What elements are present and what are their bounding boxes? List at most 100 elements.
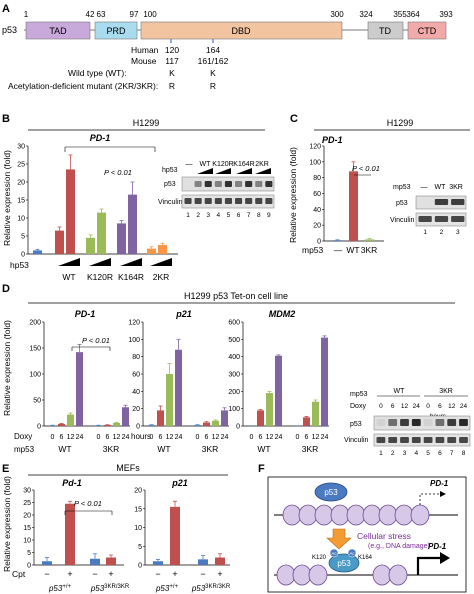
time-point-label: 12 <box>401 403 409 410</box>
panel-d-doxy: Doxy <box>14 432 32 441</box>
lane-number: 3 <box>206 212 210 219</box>
blot-b-group-2kr: 2KR <box>255 161 269 168</box>
gene-label-bottom: PD-1 <box>428 542 447 551</box>
bar <box>147 248 156 254</box>
panel-e-genotype-wt-1: p53+/+ <box>48 584 72 593</box>
vinculin-band <box>376 437 386 443</box>
y-tick-label: 20 <box>134 488 142 495</box>
chart-d-mdm2: 0 100 200 300 400 500 600 <box>228 320 329 431</box>
time-point-label: 0 <box>250 434 254 441</box>
cpt-sign: − <box>200 569 205 579</box>
row-wt-v2: K <box>210 68 216 78</box>
blot-c-row-p53: p53 <box>396 200 408 207</box>
panel-c-cell-line: H1299 <box>387 118 414 128</box>
blot-c-row-vinculin: Vinculin <box>390 217 414 224</box>
row-wt-label: Wild type (WT): <box>68 68 127 78</box>
bar <box>212 420 219 426</box>
wedge-k164r <box>120 258 142 266</box>
lane-number: 5 <box>426 450 430 457</box>
bar <box>113 422 120 426</box>
boundary-300: 300 <box>330 10 344 19</box>
y-tick-label: 30 <box>17 144 25 151</box>
bar <box>97 212 106 254</box>
y-tick-label: 10 <box>134 525 142 532</box>
panel-e-genotype-3kr-2: p533KR/3KR <box>191 584 231 593</box>
blot-b-p53-bands <box>194 181 273 187</box>
time-point-label: 24 <box>175 434 183 441</box>
lane-number: 6 <box>438 450 442 457</box>
panel-f-label: F <box>258 463 265 475</box>
ac-mark-left-label: Ac <box>331 551 337 556</box>
cpt-sign: + <box>67 569 72 579</box>
lane-number: 5 <box>227 212 231 219</box>
domain-prd <box>94 21 138 40</box>
nucleosome <box>388 564 408 586</box>
panel-c: C H1299 PD-1 Relative expression (fold) … <box>288 113 470 255</box>
stress-subtitle: (e.g., DNA damage) <box>368 543 430 550</box>
nucleosome <box>282 504 302 526</box>
blot-b-vinculin-bands <box>184 198 273 204</box>
boundary-393: 393 <box>439 10 453 19</box>
panel-b-group-wt: WT <box>62 272 75 282</box>
y-tick-label: 120 <box>309 144 321 151</box>
y-tick-label: 15 <box>134 506 142 513</box>
wedge-2kr <box>150 258 172 266</box>
chart-c: 0 20 40 60 80 100 120 <box>309 144 384 246</box>
bar <box>49 425 56 426</box>
group-label: 3KR <box>202 444 219 454</box>
vinculin-band <box>411 437 421 443</box>
y-tick-label: 600 <box>228 320 240 327</box>
p53-band <box>235 181 243 187</box>
chart-d-p21: 0 20 40 60 80 100 120 <box>128 320 229 431</box>
time-point-label: 24 <box>122 434 130 441</box>
y-tick-label: 60 <box>132 372 140 379</box>
lane-number: 1 <box>186 212 190 219</box>
blot-d-group-wt: WT <box>394 388 406 395</box>
bar <box>198 559 208 565</box>
nucleosome <box>314 504 334 526</box>
nucleosome <box>378 504 398 526</box>
domain-dbd-label: DBD <box>231 26 251 36</box>
y-tick-label: 0 <box>317 239 321 246</box>
blot-c-header: mp53 <box>393 184 411 191</box>
vinculin-band <box>265 198 273 204</box>
p53-band <box>255 181 263 187</box>
boundary-1: 1 <box>24 10 29 19</box>
panel-a-label: A <box>2 3 10 15</box>
p53-band <box>400 419 409 426</box>
time-point-label: 6 <box>106 434 110 441</box>
boundary-63: 63 <box>97 10 106 19</box>
genotype-wt-base: p53 <box>48 584 63 593</box>
p53-band <box>459 419 468 426</box>
bar <box>65 503 75 565</box>
nucleosome <box>372 564 392 586</box>
panel-e-genotype-3kr-1: p533KR/3KR <box>90 584 130 593</box>
row-mouse-label: Mouse <box>131 56 157 66</box>
p53-band <box>447 419 457 426</box>
panel-e-genotype-wt-2: p53+/+ <box>155 584 179 593</box>
bar <box>365 239 374 241</box>
bar <box>95 425 102 426</box>
row-human-label: Human <box>131 45 159 55</box>
p53-band <box>451 199 465 205</box>
bar <box>153 561 163 565</box>
panel-b-x-name: hp53 <box>10 260 29 270</box>
y-tick-label: 200 <box>29 320 41 327</box>
group-label: 3KR <box>302 444 319 454</box>
wedge-k120r <box>89 258 111 266</box>
bar <box>157 410 164 426</box>
y-tick-label: 20 <box>17 180 25 187</box>
panel-d-hours: hours <box>131 432 151 441</box>
time-point-label: 12 <box>113 434 121 441</box>
y-tick-label: 5 <box>27 550 31 557</box>
blot-b-wedge-4 <box>255 168 271 174</box>
panel-d-pvalue: P < 0.01 <box>82 336 110 345</box>
nucleosome <box>276 564 296 586</box>
blot-c-group-3kr: 3KR <box>449 184 463 191</box>
p53-band <box>435 419 445 426</box>
panel-d-ylabel: Relative expression (fold) <box>2 320 12 416</box>
ac-mark-left <box>329 548 339 558</box>
